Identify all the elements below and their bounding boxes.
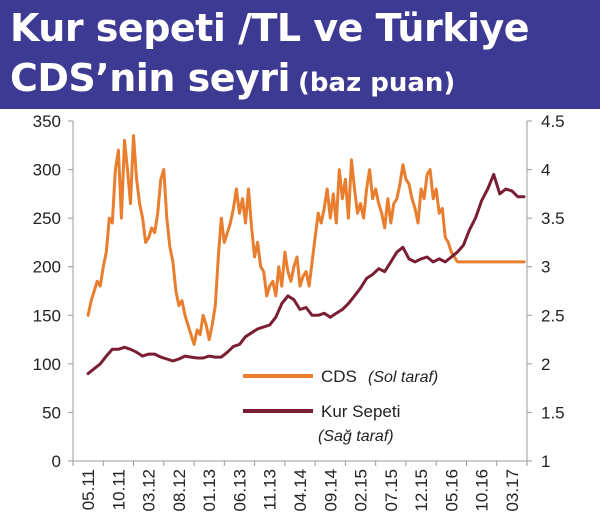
chart-title-line-1: Kur sepeti /TL ve Türkiye	[10, 6, 530, 50]
x-tick-label: 11.13	[261, 469, 280, 510]
x-tick-label: 06.13	[230, 469, 249, 512]
right-tick-label: 2.5	[541, 306, 565, 325]
chart-title-unit: (baz puan)	[298, 68, 456, 98]
chart-legend: CDS (Sol taraf) Kur Sepeti (Sağ taraf)	[243, 367, 438, 445]
right-tick-label: 3.5	[541, 209, 565, 228]
x-tick-label: 10.16	[473, 469, 492, 512]
chart-series	[86, 134, 526, 376]
x-tick-label: 05.11	[79, 469, 98, 510]
right-tick-label: 4	[541, 161, 550, 180]
x-tick-label: 04.14	[291, 469, 310, 512]
legend-label-kur-sepeti: Kur Sepeti	[321, 402, 400, 421]
x-tick-label: 09.14	[321, 469, 340, 512]
right-tick-label: 3	[541, 258, 550, 277]
x-tick-label: 01.13	[200, 469, 219, 512]
x-tick-label: 10.11	[109, 469, 128, 510]
chart-title-main: CDS’nin seyri	[10, 56, 291, 100]
cds-series-line	[86, 134, 526, 346]
right-tick-label: 1.5	[541, 403, 565, 422]
left-tick-label: 250	[33, 209, 61, 228]
left-tick-label: 150	[33, 306, 61, 325]
title-banner: Kur sepeti /TL ve Türkiye CDS’nin seyri(…	[0, 0, 600, 109]
kur-sepeti-series-line	[86, 172, 526, 376]
legend-note-kur-sepeti: (Sağ taraf)	[318, 428, 394, 445]
left-tick-label: 100	[33, 355, 61, 374]
x-axis-ticks: 05.11 10.11 03.12 08.12 01.13 06.13 11.13 04.14…	[72, 461, 528, 512]
x-tick-label: 07.15	[382, 469, 401, 512]
right-tick-label: 2	[541, 355, 550, 374]
x-tick-label: 03.12	[140, 469, 159, 512]
legend-label-cds: CDS	[321, 367, 357, 386]
right-axis-ticks: 1 1.5 2 2.5 3 3.5 4 4.5	[527, 112, 565, 471]
left-tick-label: 50	[42, 403, 61, 422]
left-tick-label: 0	[52, 452, 61, 471]
x-tick-label: 02.15	[352, 469, 371, 512]
x-tick-label: 03.17	[503, 469, 522, 512]
left-axis-ticks: 0 50 100 150 200 250 300 350	[33, 112, 73, 471]
chart-title-line-2: CDS’nin seyri (baz puan)	[10, 56, 455, 100]
left-tick-label: 300	[33, 161, 61, 180]
line-chart: 0 50 100 150 200 250 300 350 1 1.5 2 2.5 3 3.5 4 4.5 0…	[33, 112, 565, 512]
right-tick-label: 1	[541, 452, 550, 471]
legend-note-cds: (Sol taraf)	[368, 369, 438, 386]
left-tick-label: 200	[33, 258, 61, 277]
x-tick-label: 12.15	[412, 469, 431, 512]
x-tick-label: 05.16	[442, 469, 461, 512]
right-tick-label: 4.5	[541, 112, 565, 131]
chart-axes	[72, 121, 528, 462]
x-tick-label: 08.12	[170, 469, 189, 512]
left-tick-label: 350	[33, 112, 61, 131]
